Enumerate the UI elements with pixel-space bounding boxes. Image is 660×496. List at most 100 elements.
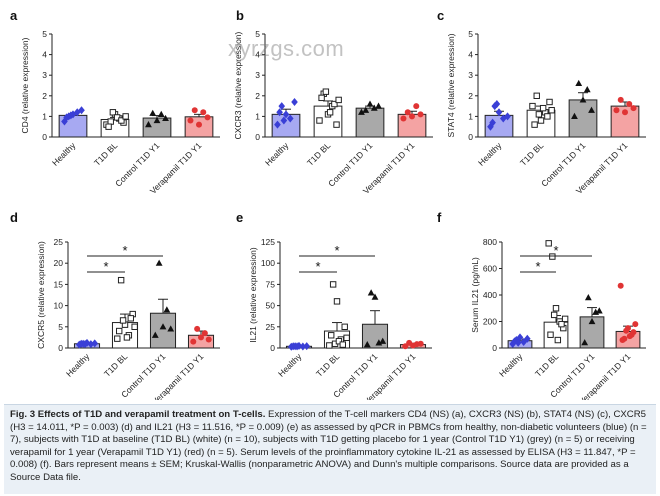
y-axis-label: CD4 (relative expression) [20,37,30,133]
data-point [529,102,536,110]
data-point [495,108,503,117]
y-tick-label: 600 [483,264,497,274]
data-point [322,88,330,95]
data-point [413,103,420,110]
y-tick-label: 0 [468,132,473,142]
data-point [318,94,325,102]
x-tick-label: Healthy [497,351,525,379]
data-point [630,105,637,112]
data-point [280,116,288,125]
data-point [504,112,511,121]
y-tick-label: 3 [468,70,473,80]
y-axis-label: STAT4 (relative expression) [446,33,456,137]
data-point [581,339,589,346]
data-point [358,108,365,115]
data-point [187,117,194,124]
data-point [333,121,340,128]
x-tick-label: Healthy [476,140,504,168]
y-tick-label: 5 [468,29,473,39]
bar-control-t1d-y1 [568,99,598,138]
y-tick-label: 25 [266,322,276,332]
figure-panels: a 0 1 2 3 4 5 CD4 (relative expression) Healthy T… [10,8,646,400]
significance-star: * [122,243,127,258]
data-point [554,336,562,344]
data-point [162,114,169,122]
data-point [119,317,127,324]
data-point [326,109,334,116]
data-point [548,107,555,114]
data-point [417,111,424,118]
x-tick-label: T1D BL [314,351,342,379]
data-point [514,338,522,347]
data-point [289,342,297,351]
y-tick-label: 800 [483,237,497,247]
y-tick-label: 100 [261,258,275,268]
data-point [630,329,637,336]
y-tick-label: 5 [58,322,63,332]
data-point [299,342,307,351]
y-tick-label: 5 [255,29,260,39]
y-tick-label: 1 [468,111,473,121]
panel-label: c [437,8,444,23]
y-tick-label: 0 [42,132,47,142]
data-point [547,331,554,338]
data-point [116,327,123,335]
panel-label: d [10,210,18,225]
y-tick-label: 50 [266,301,276,311]
y-tick-label: 15 [54,279,64,289]
data-point [632,321,639,328]
data-point [362,106,370,113]
y-tick-label: 4 [255,50,260,60]
y-tick-label: 2 [42,91,47,101]
data-point [157,110,165,117]
data-point [516,333,524,342]
data-point [619,337,626,344]
data-point [617,282,624,289]
data-point [335,338,343,345]
x-tick-label: T1D BL [92,140,120,168]
y-axis-label: Serum IL21 (pg/mL) [470,257,480,333]
data-point [402,343,409,350]
x-tick-label: T1D BL [518,140,546,168]
data-point [404,109,411,116]
y-tick-label: 125 [261,237,275,247]
data-point [303,342,311,351]
y-tick-label: 400 [483,290,497,300]
data-point [153,116,161,124]
data-point [626,101,633,108]
y-tick-label: 10 [54,301,64,311]
data-point [409,113,415,120]
caption-body: Expression of the T-cell markers CD4 (NS… [10,409,647,483]
data-point [67,111,75,120]
data-point [190,338,197,345]
data-point [617,96,624,103]
data-point [546,98,553,106]
significance-star: * [334,243,339,258]
data-point [493,100,501,109]
data-point [371,293,379,300]
data-point [417,340,424,347]
data-point [370,104,378,111]
data-point [552,305,560,312]
data-point [489,118,496,127]
data-point [131,323,138,331]
significance-star: * [535,259,540,274]
data-point [326,342,333,349]
watermark: xyrzgs.com [228,36,345,61]
data-point [550,311,558,319]
caption-title: Fig. 3 Effects of T1D and verapamil trea… [10,409,266,420]
panel-label: f [437,210,442,225]
data-point [291,97,298,106]
data-point [77,339,85,348]
data-point [622,109,628,116]
x-tick-label: Healthy [50,140,78,168]
x-tick-label: Healthy [64,351,92,379]
data-point [375,102,382,109]
y-tick-label: 3 [42,70,47,80]
data-point [367,289,375,296]
panel-c: c 0 1 2 3 4 5 STAT4 (relative expression) Health… [437,8,646,196]
significance-star: * [103,259,108,274]
panel-d: d 0 5 10 15 20 25 CXCR5 (relative expression) He… [10,210,220,400]
y-tick-label: 4 [42,50,47,60]
data-point [584,294,592,301]
